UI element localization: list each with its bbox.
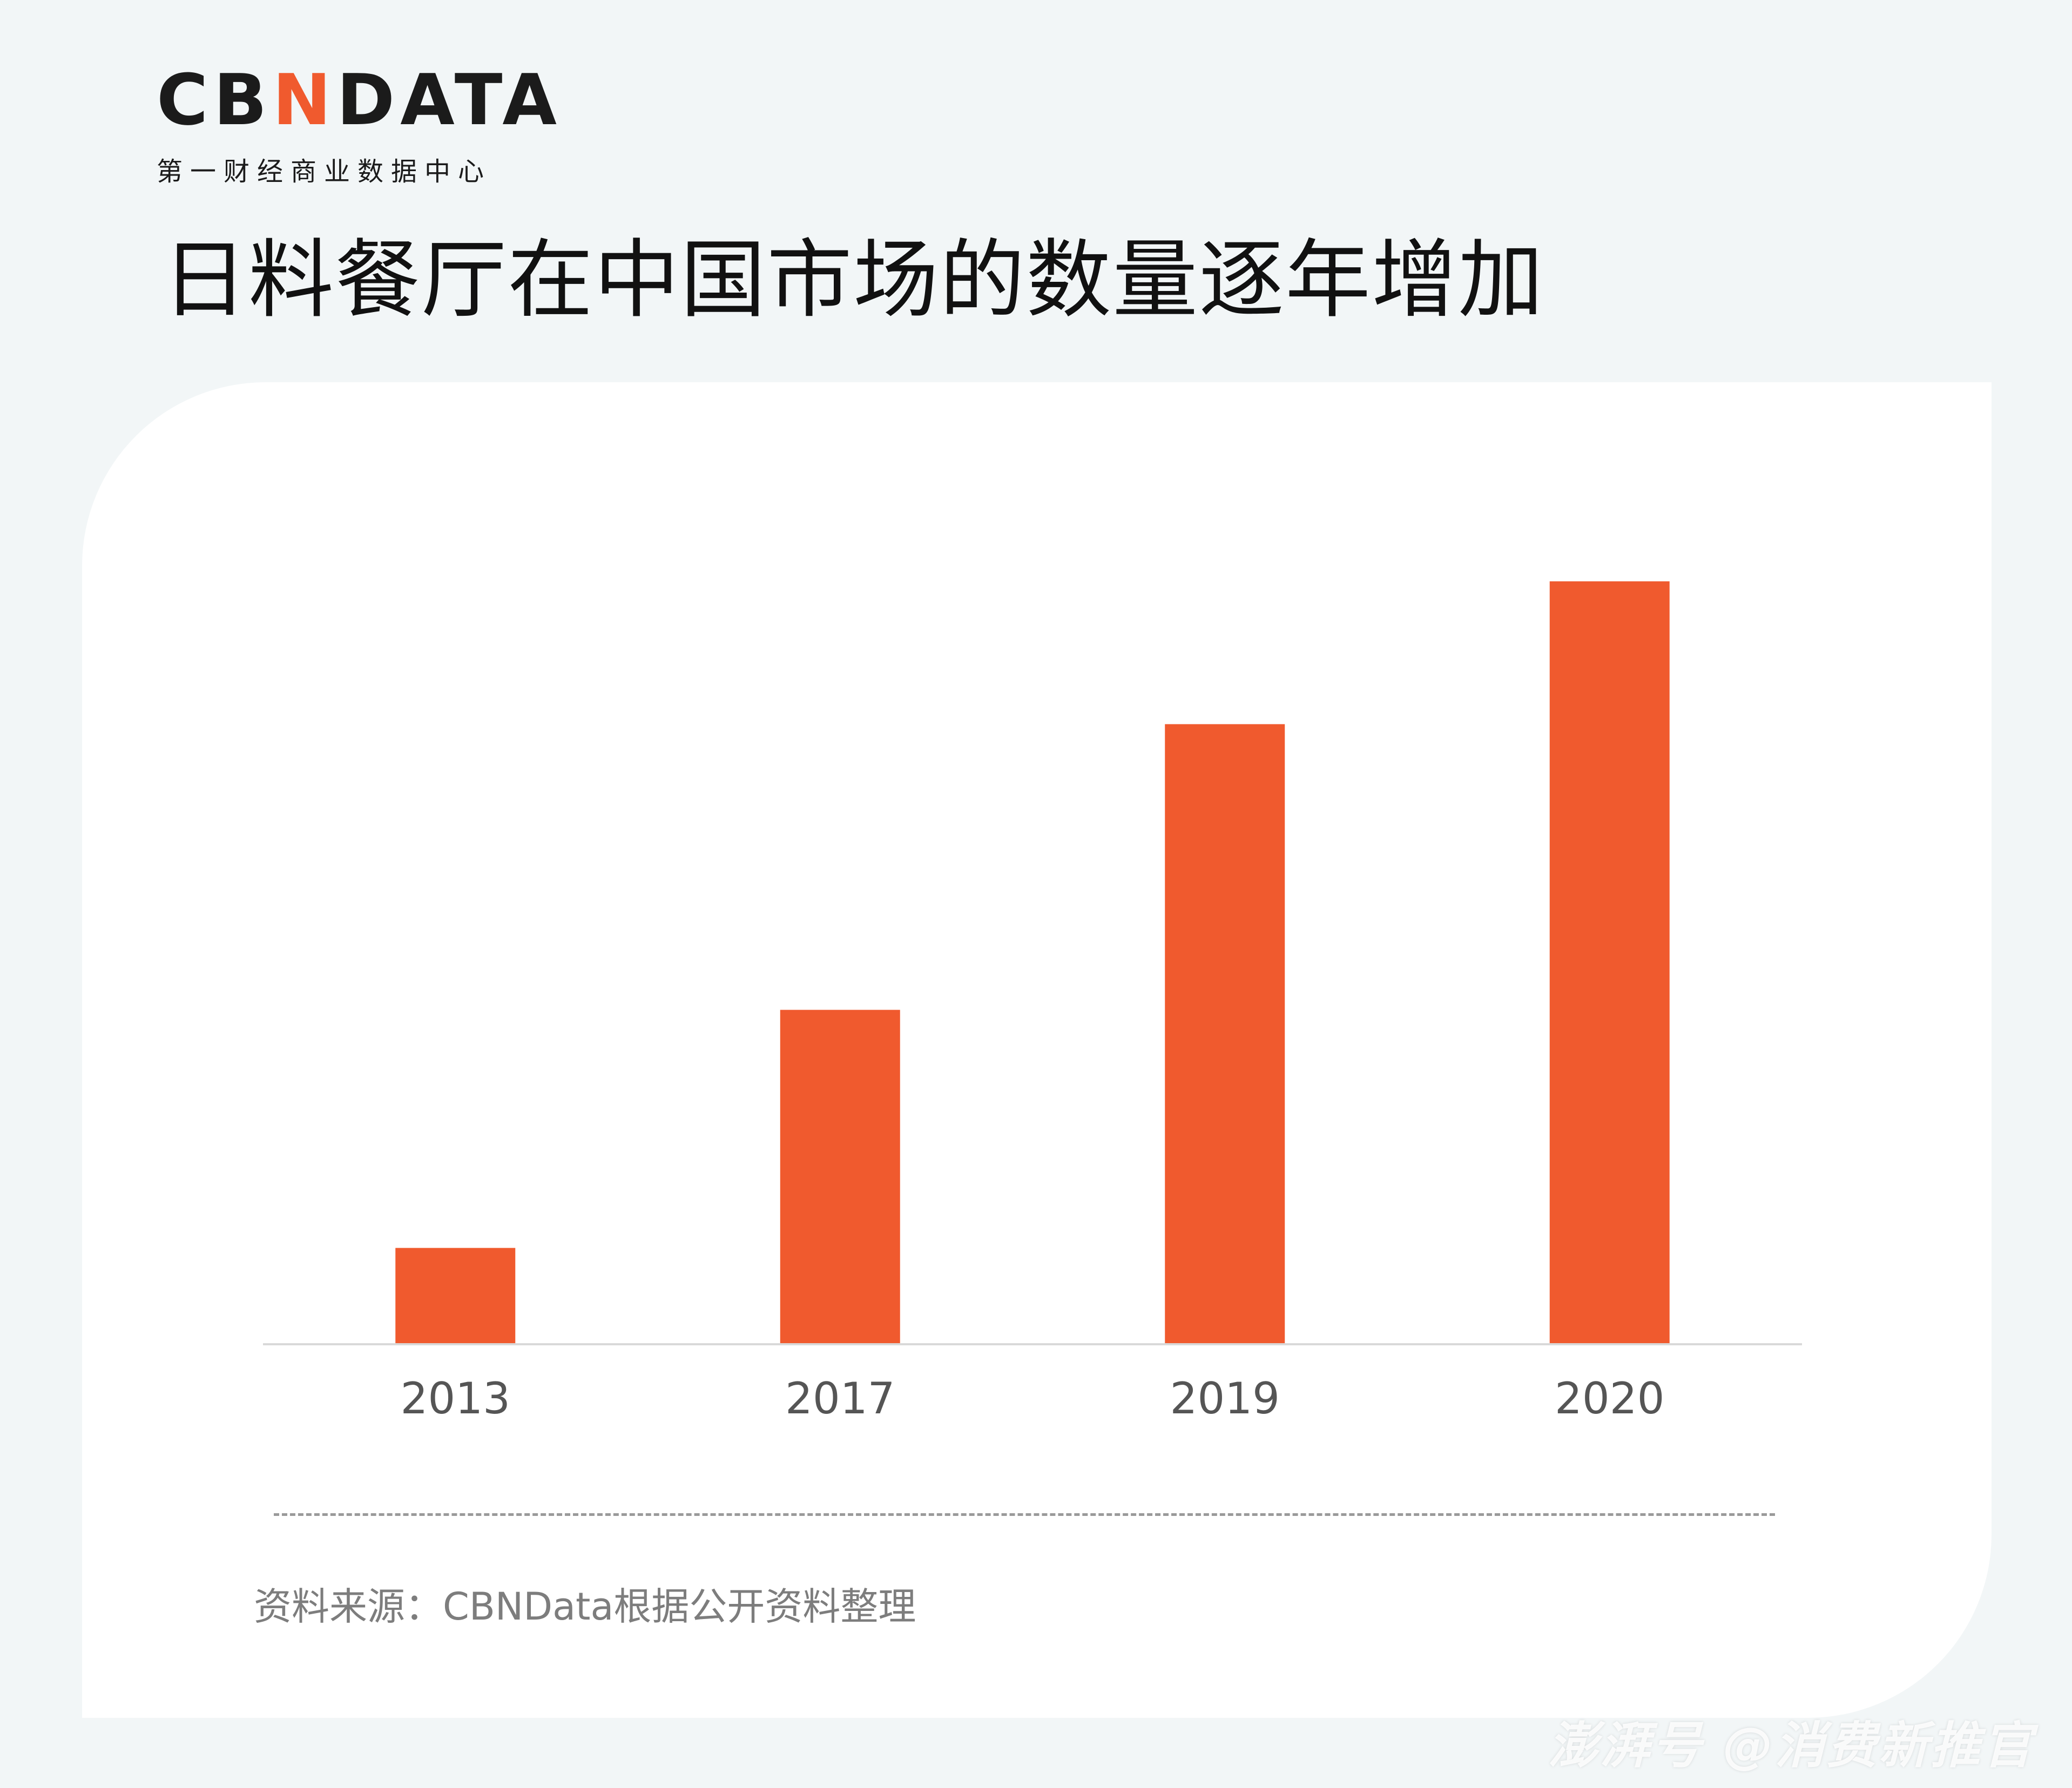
bar-group — [395, 581, 1670, 1343]
brand-logo: CBNDATA 第一财经商业数据中心 — [157, 65, 562, 188]
bar-chart: 2013 2017 2019 2020 — [263, 581, 1802, 1424]
bar-2019 — [1165, 724, 1285, 1343]
bar-2017 — [780, 1010, 900, 1343]
tick-label-group: 2013 2017 2019 2020 — [400, 1373, 1664, 1424]
logo-prefix: CB — [157, 59, 273, 141]
page-title: 日料餐厅在中国市场的数量逐年增加 — [162, 231, 1544, 330]
divider-line — [274, 1513, 1775, 1516]
logo-accent: N — [272, 59, 337, 141]
source-note: 资料来源：CBNData根据公开资料整理 — [254, 1584, 916, 1629]
chart-card: 2013 2017 2019 2020 资料来源：CBNData根据公开资料整理 — [82, 382, 1992, 1718]
tick-label-2013: 2013 — [400, 1373, 510, 1424]
tick-label-2020: 2020 — [1555, 1373, 1665, 1424]
logo-suffix: DATA — [336, 59, 562, 141]
watermark: 澎湃号 @消费新推官 — [1548, 1717, 2034, 1775]
logo-wordmark: CBNDATA — [157, 65, 562, 135]
tick-label-2017: 2017 — [785, 1373, 895, 1424]
tick-label-2019: 2019 — [1170, 1373, 1280, 1424]
logo-subtitle: 第一财经商业数据中心 — [157, 157, 492, 187]
bar-2020 — [1549, 581, 1670, 1343]
bar-2013 — [395, 1248, 516, 1343]
